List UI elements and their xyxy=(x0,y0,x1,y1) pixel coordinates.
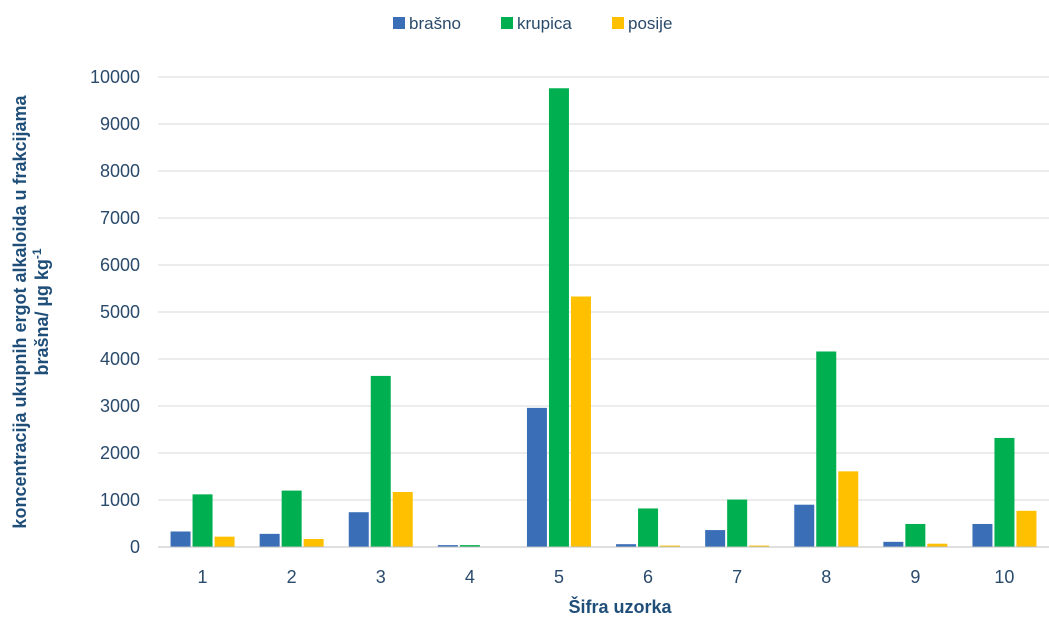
x-tick-label: 7 xyxy=(732,567,742,587)
bar-posije-5 xyxy=(570,296,591,547)
bar-brasno-3 xyxy=(348,512,369,547)
bar-posije-9 xyxy=(927,543,948,547)
y-tick-label: 0 xyxy=(130,537,140,557)
bar-krupica-6 xyxy=(638,508,659,547)
bar-krupica-5 xyxy=(548,88,569,547)
legend-swatch xyxy=(501,17,513,29)
y-tick-label: 4000 xyxy=(100,349,140,369)
y-axis-title-text: brašna/ µg kg xyxy=(32,259,52,375)
bar-brasno-10 xyxy=(972,523,993,547)
bar-posije-1 xyxy=(214,536,235,547)
x-axis-ticks: 1 2 3 4 5 6 7 8 9 10 xyxy=(198,567,1015,587)
bar-brasno-8 xyxy=(794,504,815,547)
y-axis-title-line-2: brašna/ µg kg-1 xyxy=(30,248,52,375)
bar-brasno-5 xyxy=(526,407,547,547)
bar-brasno-2 xyxy=(259,533,280,547)
bar-brasno-1 xyxy=(170,531,191,547)
y-tick-label: 7000 xyxy=(100,208,140,228)
y-axis-title-line-1: koncentracija ukupnih ergot alkaloida u … xyxy=(10,94,30,528)
bar-posije-7 xyxy=(749,545,770,547)
x-tick-label: 3 xyxy=(376,567,386,587)
x-tick-label: 10 xyxy=(994,567,1014,587)
y-tick-label: 10000 xyxy=(90,67,140,87)
bar-brasno-7 xyxy=(705,530,726,547)
y-tick-label: 6000 xyxy=(100,255,140,275)
bar-brasno-4 xyxy=(437,545,458,547)
bars xyxy=(170,88,1037,547)
bar-krupica-4 xyxy=(459,545,480,547)
x-tick-label: 5 xyxy=(554,567,564,587)
y-tick-label: 3000 xyxy=(100,396,140,416)
bar-krupica-10 xyxy=(994,437,1015,547)
bar-posije-2 xyxy=(303,539,324,547)
y-tick-label: 5000 xyxy=(100,302,140,322)
y-axis-title-superscript: -1 xyxy=(30,248,44,259)
legend-swatch xyxy=(393,17,405,29)
legend-label: krupica xyxy=(517,14,572,33)
bar-krupica-7 xyxy=(727,499,748,547)
bar-brasno-9 xyxy=(883,541,904,547)
bar-posije-8 xyxy=(838,471,859,547)
x-tick-label: 2 xyxy=(287,567,297,587)
bar-krupica-8 xyxy=(816,351,837,547)
x-axis-title: Šifra uzorka xyxy=(568,596,672,617)
bar-krupica-3 xyxy=(370,375,391,547)
legend: brašno krupica posije xyxy=(393,14,672,33)
x-tick-label: 6 xyxy=(643,567,653,587)
y-tick-label: 9000 xyxy=(100,114,140,134)
y-tick-label: 8000 xyxy=(100,161,140,181)
y-tick-label: 2000 xyxy=(100,443,140,463)
bar-posije-10 xyxy=(1016,510,1037,547)
bar-brasno-6 xyxy=(616,544,637,547)
legend-swatch xyxy=(612,17,624,29)
x-tick-label: 1 xyxy=(198,567,208,587)
gridlines xyxy=(158,76,1049,501)
x-tick-label: 8 xyxy=(821,567,831,587)
bar-krupica-2 xyxy=(281,490,302,547)
bar-posije-3 xyxy=(392,492,413,547)
x-tick-label: 4 xyxy=(465,567,475,587)
legend-label: brašno xyxy=(409,14,461,33)
bar-krupica-9 xyxy=(905,523,926,547)
y-tick-label: 1000 xyxy=(100,490,140,510)
bar-posije-6 xyxy=(660,545,681,547)
legend-label: posije xyxy=(628,14,672,33)
bar-krupica-1 xyxy=(192,494,213,547)
x-tick-label: 9 xyxy=(910,567,920,587)
y-axis-ticks: 0 1000 2000 3000 4000 5000 6000 7000 8000 9000 100… xyxy=(90,67,140,557)
